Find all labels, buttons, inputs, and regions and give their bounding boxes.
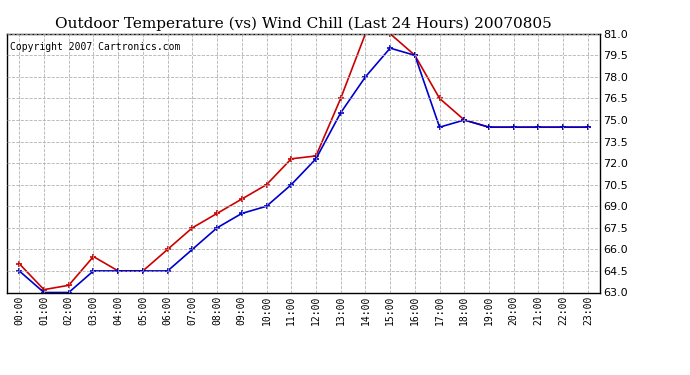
Title: Outdoor Temperature (vs) Wind Chill (Last 24 Hours) 20070805: Outdoor Temperature (vs) Wind Chill (Las… (55, 17, 552, 31)
Text: Copyright 2007 Cartronics.com: Copyright 2007 Cartronics.com (10, 42, 180, 51)
